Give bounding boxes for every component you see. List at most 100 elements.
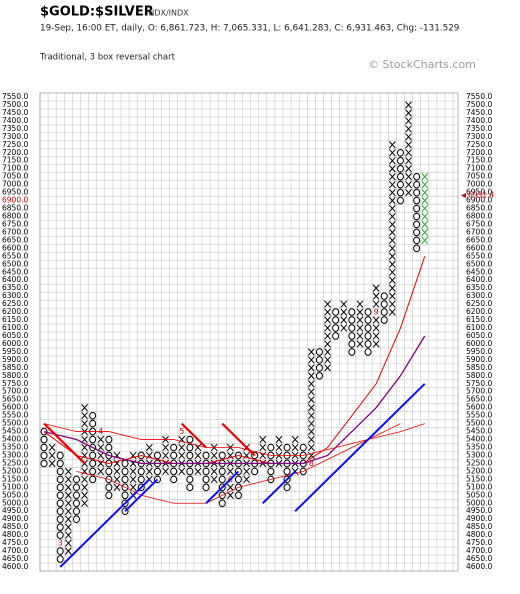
x-box xyxy=(356,308,364,316)
x-column xyxy=(356,300,364,348)
o-box xyxy=(396,180,404,189)
x-box xyxy=(405,157,412,165)
o-box xyxy=(218,499,226,508)
y-tick-label: 5800.0 xyxy=(2,371,28,380)
o-box xyxy=(396,156,404,165)
o-box xyxy=(186,467,194,476)
x-column xyxy=(81,404,88,507)
y-tick-label: 7250.0 xyxy=(2,140,28,149)
y-tick-label: 6300.0 xyxy=(2,291,28,300)
y-tick-label: 6650.0 xyxy=(2,235,28,244)
x-box xyxy=(356,316,364,324)
x-box xyxy=(388,196,396,205)
x-column xyxy=(48,443,56,468)
o-box xyxy=(186,443,194,452)
o-box xyxy=(413,172,421,181)
x-box xyxy=(421,220,429,229)
o-box xyxy=(72,483,80,492)
quote-info: 19-Sep, 16:00 ET, daily, O: 6,861.723, H… xyxy=(40,24,459,34)
x-box xyxy=(340,308,348,316)
x-box xyxy=(356,332,364,340)
y-tick-label-right: 4600.0 xyxy=(466,562,492,571)
o-column xyxy=(348,308,356,356)
o-box xyxy=(56,555,64,563)
x-box xyxy=(97,443,105,452)
x-box xyxy=(324,332,331,340)
y-tick-label-right: 4700.0 xyxy=(466,546,492,555)
x-column xyxy=(340,300,348,332)
x-box xyxy=(307,388,315,396)
o-box xyxy=(89,411,97,420)
x-box xyxy=(405,149,412,157)
o-box xyxy=(413,180,421,189)
y-tick-label-right: 6500.0 xyxy=(466,259,492,268)
y-tick-label: 5500.0 xyxy=(2,419,28,428)
o-box xyxy=(283,475,291,484)
x-box xyxy=(388,165,396,173)
overlay-line xyxy=(43,422,86,465)
o-box xyxy=(186,435,194,444)
o-box xyxy=(364,332,372,340)
x-box xyxy=(81,435,88,444)
o-box xyxy=(137,451,145,460)
y-tick-label: 6050.0 xyxy=(2,331,28,340)
y-tick-label-right: 7350.0 xyxy=(466,124,492,133)
o-box xyxy=(72,499,80,508)
o-box xyxy=(332,308,340,316)
o-box xyxy=(413,212,421,221)
y-tick-label-right: 7450.0 xyxy=(466,108,492,117)
subtitle: Traditional, 3 box reversal chart xyxy=(39,53,176,63)
o-box xyxy=(396,188,404,197)
y-tick-label-right: 5700.0 xyxy=(466,387,492,396)
o-box xyxy=(170,443,178,452)
o-box xyxy=(40,459,48,468)
x-column xyxy=(291,435,299,476)
x-box xyxy=(372,292,380,300)
o-box xyxy=(332,316,340,324)
x-box xyxy=(388,180,396,189)
x-box xyxy=(324,316,331,324)
o-box xyxy=(218,491,226,500)
y-tick-label-right: 5400.0 xyxy=(466,435,492,444)
y-tick-label: 4950.0 xyxy=(2,506,28,515)
x-box xyxy=(64,467,72,476)
x-box xyxy=(64,523,72,531)
x-box xyxy=(129,467,137,476)
y-tick-label: 4700.0 xyxy=(2,546,28,555)
x-box xyxy=(388,292,396,300)
o-box xyxy=(56,475,64,484)
y-tick-label: 7500.0 xyxy=(2,100,28,109)
o-box xyxy=(56,459,64,468)
o-box xyxy=(137,467,145,476)
x-box xyxy=(81,404,88,412)
x-box xyxy=(388,228,396,237)
o-box xyxy=(105,475,113,484)
y-tick-label-right: 5800.0 xyxy=(466,371,492,380)
y-tick-label: 6350.0 xyxy=(2,283,28,292)
o-box xyxy=(121,483,129,492)
overlay-line xyxy=(43,335,426,465)
o-box xyxy=(283,483,291,492)
x-box xyxy=(64,475,72,484)
x-box xyxy=(307,427,315,436)
y-tick-label: 6950.0 xyxy=(2,188,28,197)
y-tick-label-right: 6350.0 xyxy=(466,283,492,292)
x-column xyxy=(388,141,396,316)
x-box xyxy=(421,236,429,245)
o-box xyxy=(40,427,48,436)
o-box xyxy=(56,523,64,531)
o-box xyxy=(234,483,242,492)
o-box xyxy=(56,499,64,508)
o-box xyxy=(218,475,226,484)
y-tick-label: 5600.0 xyxy=(2,403,28,412)
o-box xyxy=(218,451,226,460)
x-box xyxy=(97,451,105,460)
o-box xyxy=(283,443,291,452)
month-marker: 9 xyxy=(374,308,379,317)
y-tick-label: 7550.0 xyxy=(2,92,28,101)
x-box xyxy=(81,443,88,452)
y-tick-label-right: 6650.0 xyxy=(466,235,492,244)
y-tick-label: 5100.0 xyxy=(2,482,28,491)
y-tick-label-right: 6750.0 xyxy=(466,219,492,228)
o-box xyxy=(121,491,129,500)
